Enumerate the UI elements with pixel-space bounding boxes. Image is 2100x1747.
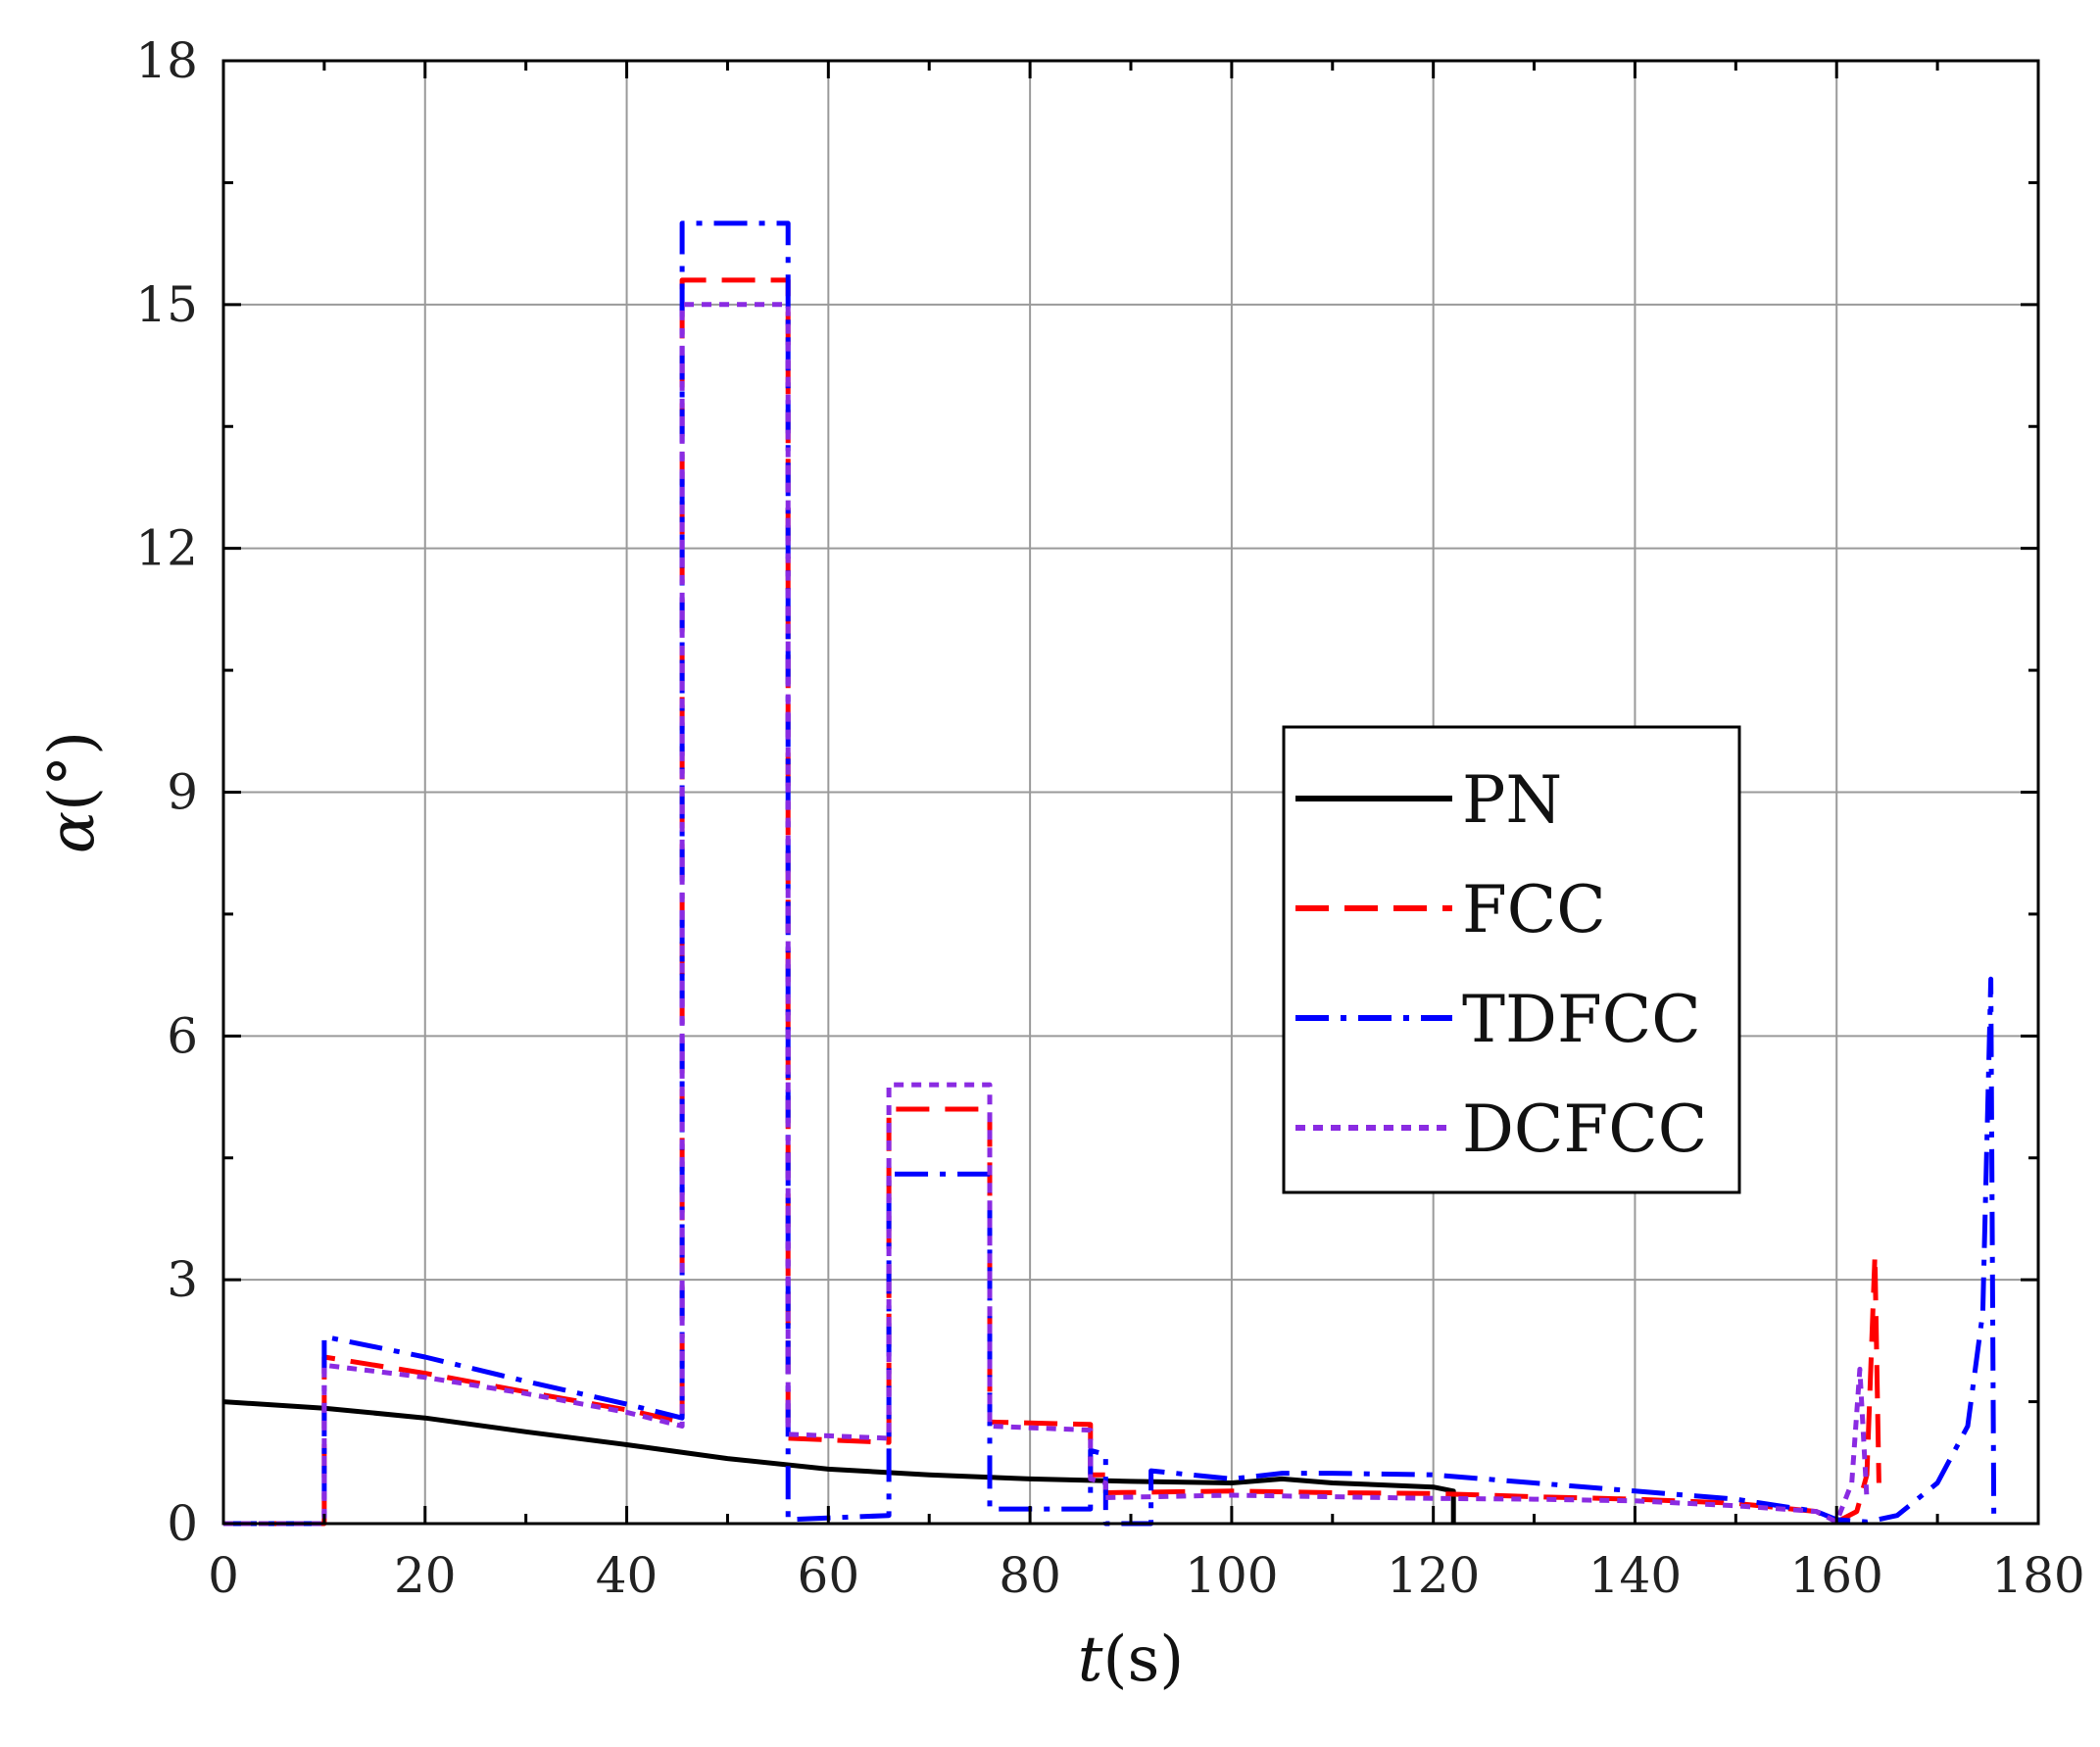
x-tick-label: 40 <box>596 1547 659 1604</box>
y-tick-label: 0 <box>167 1495 198 1552</box>
legend-label-fcc: FCC <box>1462 872 1606 947</box>
x-tick-label: 120 <box>1387 1547 1480 1604</box>
legend-label-tdfcc: TDFCC <box>1462 982 1701 1057</box>
y-tick-label: 6 <box>167 1007 198 1064</box>
legend: PN FCC TDFCC DCFCC <box>1282 725 1741 1194</box>
y-axis-symbol: α <box>36 811 109 853</box>
y-tick-label: 12 <box>135 520 198 577</box>
legend-box <box>1282 725 1741 1194</box>
x-tick-label: 60 <box>798 1547 860 1604</box>
y-tick-label: 3 <box>167 1251 198 1308</box>
legend-label-pn: PN <box>1462 762 1562 838</box>
x-tick-label: 20 <box>394 1547 457 1604</box>
y-tick-label: 18 <box>135 32 198 89</box>
x-axis-title: t(s) <box>1078 1624 1185 1696</box>
x-tick-label: 100 <box>1185 1547 1278 1604</box>
tick-labels: 0 20 40 60 80 100 120 140 160 180 0 3 6 9 12 15 18 <box>135 32 2084 1604</box>
x-axis-symbol: t <box>1078 1624 1103 1696</box>
legend-label-dcfcc: DCFCC <box>1462 1092 1707 1167</box>
x-tick-label: 80 <box>999 1547 1061 1604</box>
y-axis-title: α(°) <box>36 731 109 853</box>
x-tick-label: 0 <box>208 1547 239 1604</box>
x-tick-label: 140 <box>1588 1547 1682 1604</box>
axis-ticks <box>221 59 2040 1526</box>
series-line-pn <box>222 1399 1456 1524</box>
series-line-dcfcc <box>223 302 1870 1527</box>
y-tick-label: 15 <box>135 276 198 333</box>
x-tick-label: 160 <box>1790 1547 1883 1604</box>
x-axis-unit: (s) <box>1102 1624 1184 1696</box>
x-tick-label: 180 <box>1991 1547 2084 1604</box>
y-tick-label: 9 <box>167 764 198 821</box>
y-axis-unit: (°) <box>36 731 109 811</box>
